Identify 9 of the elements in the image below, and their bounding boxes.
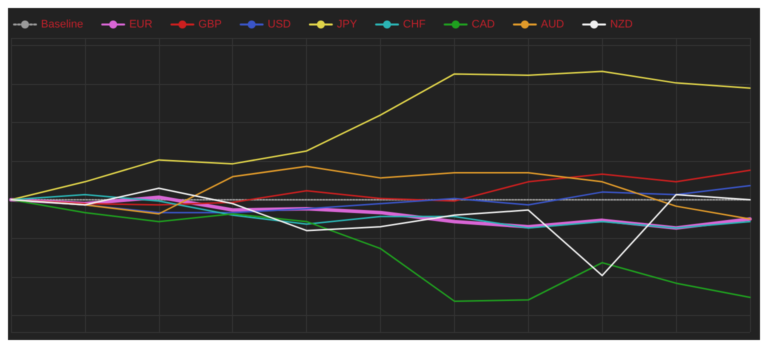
legend-label: CHF bbox=[403, 18, 426, 30]
legend-label: JPY bbox=[336, 18, 358, 30]
legend-label: AUD bbox=[540, 18, 564, 30]
legend-label: EUR bbox=[129, 18, 152, 30]
legend-label: USD bbox=[268, 18, 291, 30]
legend-label: Baseline bbox=[41, 18, 84, 30]
legend-label: GBP bbox=[198, 18, 222, 30]
legend-label: NZD bbox=[610, 18, 633, 30]
legend-label: CAD bbox=[472, 18, 495, 30]
